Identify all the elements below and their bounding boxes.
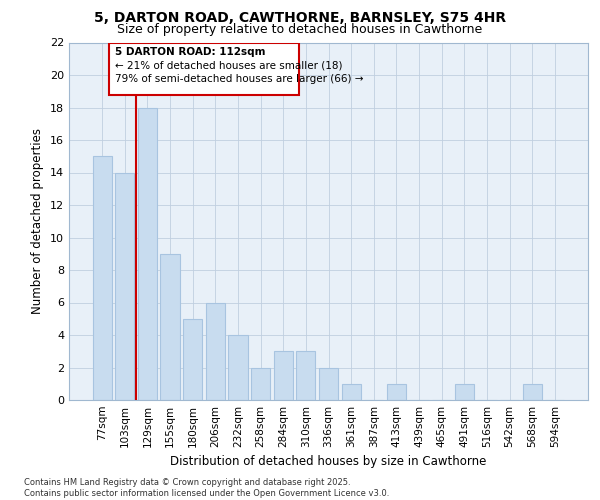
Text: 79% of semi-detached houses are larger (66) →: 79% of semi-detached houses are larger (… (115, 74, 363, 84)
Bar (319, 368, 338, 400)
X-axis label: Distribution of detached houses by size in Cawthorne: Distribution of detached houses by size … (170, 456, 487, 468)
Text: 5 DARTON ROAD: 112sqm: 5 DARTON ROAD: 112sqm (115, 46, 265, 56)
Bar (160, 254, 180, 400)
Bar (523, 384, 542, 400)
Bar (138, 108, 157, 400)
Bar (115, 172, 134, 400)
Bar (296, 351, 316, 400)
Bar (455, 384, 474, 400)
Text: 5, DARTON ROAD, CAWTHORNE, BARNSLEY, S75 4HR: 5, DARTON ROAD, CAWTHORNE, BARNSLEY, S75… (94, 11, 506, 25)
Text: Contains HM Land Registry data © Crown copyright and database right 2025.
Contai: Contains HM Land Registry data © Crown c… (24, 478, 389, 498)
Bar (387, 384, 406, 400)
Text: Size of property relative to detached houses in Cawthorne: Size of property relative to detached ho… (118, 22, 482, 36)
Bar (183, 319, 202, 400)
Bar (229, 335, 248, 400)
Y-axis label: Number of detached properties: Number of detached properties (31, 128, 44, 314)
Bar (92, 156, 112, 400)
Bar (274, 351, 293, 400)
Bar (251, 368, 270, 400)
Bar (341, 384, 361, 400)
Bar (206, 302, 225, 400)
Bar (109, 42, 299, 94)
Text: ← 21% of detached houses are smaller (18): ← 21% of detached houses are smaller (18… (115, 60, 342, 70)
